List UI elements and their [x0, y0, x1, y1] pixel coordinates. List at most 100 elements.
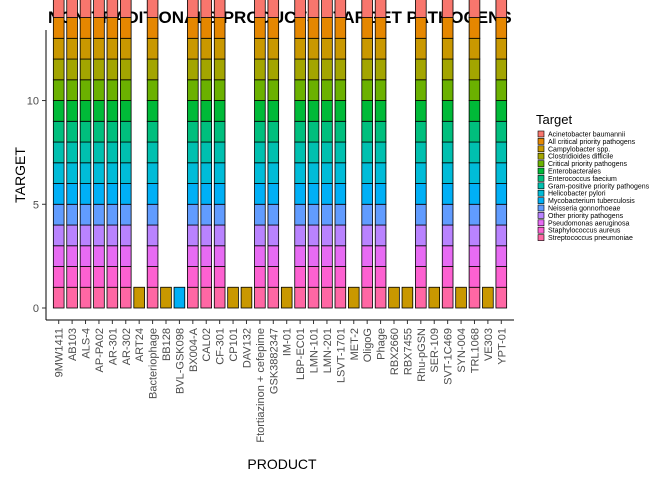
bar-segment	[361, 17, 373, 39]
x-tick-label: ART24	[134, 328, 146, 362]
bar-segment	[267, 0, 280, 18]
bar-segment	[52, 141, 65, 164]
legend-swatch	[537, 130, 545, 138]
bar-segment	[93, 100, 105, 122]
bar-segment	[307, 224, 320, 247]
bar-segment	[146, 79, 159, 101]
bar-segment	[334, 162, 347, 184]
bar-segment	[66, 162, 78, 184]
bar-segment	[307, 162, 320, 184]
bar-segment	[200, 245, 212, 267]
bar-segment	[200, 162, 212, 184]
bar-segment	[294, 203, 306, 226]
bar-segment	[146, 245, 159, 267]
bar-segment	[307, 79, 320, 101]
bar-segment	[120, 37, 132, 60]
bar-segment	[374, 203, 387, 226]
bar-segment	[79, 183, 92, 205]
bar-segment	[321, 245, 333, 267]
bar-segment	[468, 162, 481, 184]
y-ticks-group: 0 5 10	[27, 96, 46, 315]
bar-segment	[441, 162, 454, 184]
legend-label: Enterobacterales	[548, 169, 601, 176]
bar-segment	[267, 120, 280, 143]
x-tick-label: GSK3882347	[268, 328, 280, 394]
bar-segment	[267, 141, 280, 164]
bar-segment	[106, 183, 119, 205]
bar-segment	[415, 183, 427, 205]
bar-segment	[334, 0, 347, 18]
bar-segment	[93, 0, 105, 18]
bar-segment	[254, 245, 266, 267]
bar-segment	[294, 245, 306, 267]
bar-segment	[415, 0, 427, 18]
bar-segment	[200, 183, 212, 205]
bar-segment	[66, 266, 78, 288]
x-tick-label: AR-301	[107, 328, 119, 365]
bar-segment	[187, 0, 199, 18]
bar-segment	[441, 141, 454, 164]
bar-segment	[495, 141, 508, 164]
bar-segment	[441, 79, 454, 101]
bar-segment	[495, 245, 508, 267]
bar-segment	[321, 286, 333, 309]
bar-segment	[441, 120, 454, 143]
bar-segment	[307, 183, 320, 205]
bar-segment	[267, 162, 280, 184]
legend-label: Clostridioides difficile	[548, 154, 613, 161]
bar-segment	[93, 183, 105, 205]
bar-segment	[468, 37, 481, 60]
bar-segment	[361, 79, 373, 101]
legend-label: Other priority pathogens	[548, 213, 624, 220]
bar-segment	[294, 37, 306, 60]
bar-segment	[415, 79, 427, 101]
bar-segment	[321, 58, 333, 81]
bar-segment	[254, 120, 266, 143]
bar-segment	[267, 203, 280, 226]
bar-segment	[93, 120, 105, 143]
bar-segment	[254, 79, 266, 101]
bar-segment	[106, 120, 119, 143]
bar-segment	[106, 266, 119, 288]
bar-segment	[415, 37, 427, 60]
bar-segment	[495, 58, 508, 81]
bar-segment	[93, 37, 105, 60]
bar-segment	[187, 183, 199, 205]
legend-swatch	[537, 219, 545, 227]
bar-segment	[160, 286, 172, 309]
bar-segment	[213, 0, 226, 18]
bar-segment	[146, 141, 159, 164]
bar-segment	[52, 266, 65, 288]
bar-segment	[120, 17, 132, 39]
x-tick-label: LBP-EC01	[295, 328, 307, 380]
x-ticks-group: 9MW1411 AB103 ALS-4 AP-PA02 AR-301 AR-302 ART2…	[54, 320, 508, 443]
bar-segment	[415, 224, 427, 247]
bar-segment	[294, 183, 306, 205]
bar-segment	[495, 183, 508, 205]
bar-segment	[267, 37, 280, 60]
y-tick-label: 5	[33, 199, 39, 211]
bar-segment	[79, 224, 92, 247]
bar-segment	[415, 120, 427, 143]
bar-segment	[455, 286, 467, 309]
bar-segment	[361, 183, 373, 205]
bar-segment	[361, 162, 373, 184]
bar-segment	[52, 17, 65, 39]
x-tick-label: RBX2660	[389, 328, 401, 375]
bar-segment	[187, 266, 199, 288]
bar-segment	[334, 37, 347, 60]
bar-segment	[106, 203, 119, 226]
bar-segment	[415, 266, 427, 288]
bar-segment	[321, 37, 333, 60]
bar-segment	[200, 17, 212, 39]
bar-segment	[441, 183, 454, 205]
bar-segment	[495, 120, 508, 143]
bar-segment	[213, 203, 226, 226]
bar-segment	[361, 141, 373, 164]
bar-segment	[321, 141, 333, 164]
bar-segment	[441, 224, 454, 247]
x-tick-label: CP101	[228, 328, 240, 362]
legend-swatch	[537, 145, 545, 153]
x-tick-label: 9MW1411	[54, 328, 66, 377]
bar-segment	[187, 79, 199, 101]
